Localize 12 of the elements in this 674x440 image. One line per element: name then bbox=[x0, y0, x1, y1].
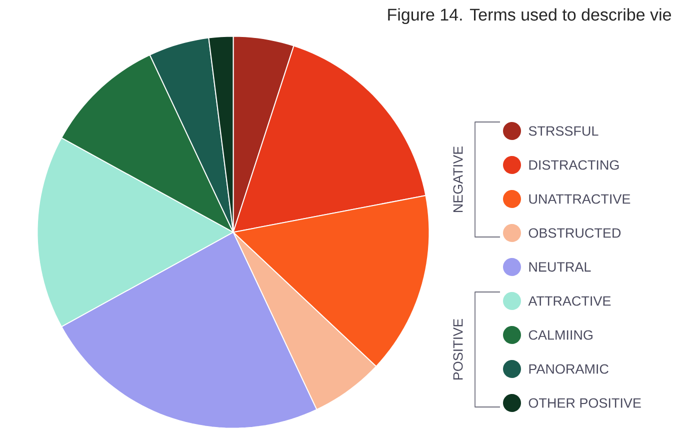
legend-label: OTHER POSITIVE bbox=[528, 398, 641, 408]
text: POSITIVE bbox=[453, 318, 463, 380]
legend-label: UNATTRACTIVE bbox=[529, 194, 630, 204]
chart-title: Figure 14. Terms used to describe vie bbox=[388, 8, 672, 24]
text: NEGATIVE bbox=[453, 146, 463, 212]
legend-label: NEUTRAL bbox=[529, 262, 591, 272]
legend-label: OBSTRUCTED bbox=[528, 228, 621, 238]
legend-label: ATTRACTIVE bbox=[528, 296, 611, 306]
legend-label: CALMIING bbox=[528, 330, 592, 340]
legend-label: STRSSFUL bbox=[528, 126, 598, 136]
legend-label: PANORAMIC bbox=[529, 364, 608, 374]
legend-label: DISTRACTING bbox=[529, 160, 619, 170]
